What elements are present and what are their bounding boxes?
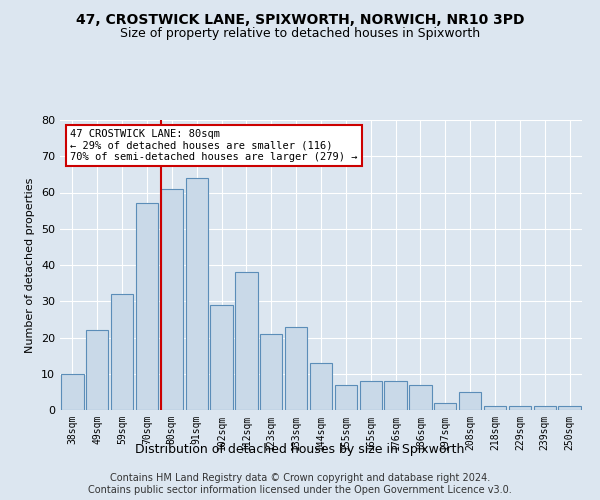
Text: 47 CROSTWICK LANE: 80sqm
← 29% of detached houses are smaller (116)
70% of semi-: 47 CROSTWICK LANE: 80sqm ← 29% of detach… <box>70 128 358 162</box>
Bar <box>211 305 233 410</box>
Bar <box>559 406 581 410</box>
Bar <box>310 363 332 410</box>
Text: Contains HM Land Registry data © Crown copyright and database right 2024.
Contai: Contains HM Land Registry data © Crown c… <box>88 474 512 495</box>
Bar <box>260 334 283 410</box>
Bar <box>111 294 133 410</box>
Bar <box>509 406 531 410</box>
Text: Size of property relative to detached houses in Spixworth: Size of property relative to detached ho… <box>120 28 480 40</box>
Text: Distribution of detached houses by size in Spixworth: Distribution of detached houses by size … <box>136 442 464 456</box>
Bar <box>285 326 307 410</box>
Bar <box>61 374 83 410</box>
Bar <box>161 189 183 410</box>
Bar <box>459 392 481 410</box>
Bar <box>235 272 257 410</box>
Bar <box>185 178 208 410</box>
Bar <box>484 406 506 410</box>
Bar <box>86 330 109 410</box>
Bar <box>533 406 556 410</box>
Bar <box>434 403 457 410</box>
Y-axis label: Number of detached properties: Number of detached properties <box>25 178 35 352</box>
Bar <box>136 204 158 410</box>
Bar <box>409 384 431 410</box>
Bar <box>385 381 407 410</box>
Bar <box>359 381 382 410</box>
Text: 47, CROSTWICK LANE, SPIXWORTH, NORWICH, NR10 3PD: 47, CROSTWICK LANE, SPIXWORTH, NORWICH, … <box>76 12 524 26</box>
Bar <box>335 384 357 410</box>
